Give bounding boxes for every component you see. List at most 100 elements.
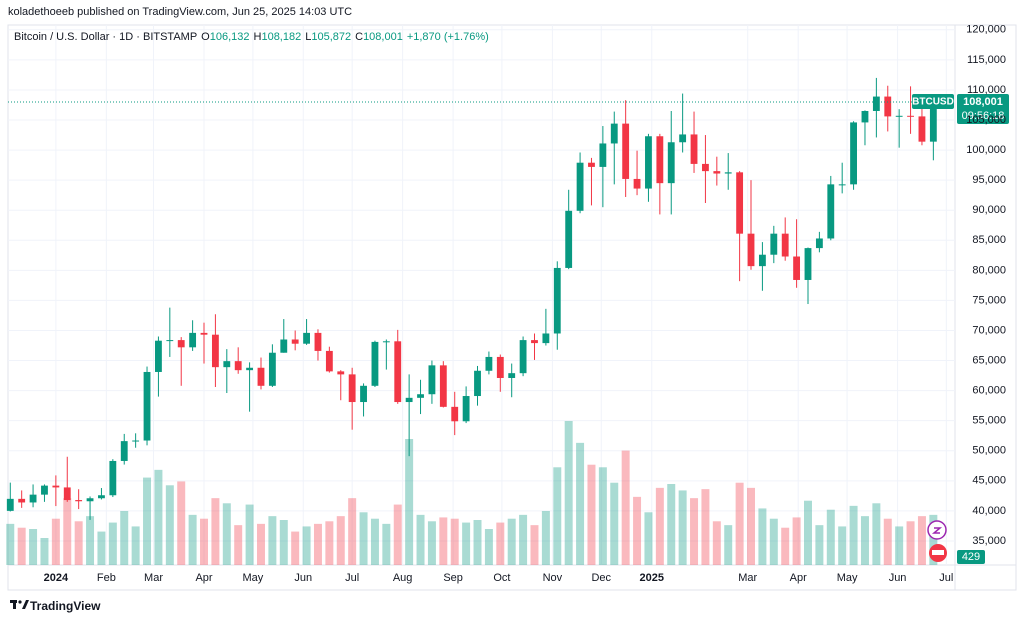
y-tick-label: 40,000 [972,505,1006,517]
volume-bar [883,518,892,565]
tv-logo [10,600,29,609]
event-icon [927,520,947,540]
candle-body [223,361,231,368]
volume-bar [279,520,288,565]
y-tick-label: 105,000 [966,114,1006,126]
volume-bar [63,498,72,565]
candle-body [508,373,516,378]
candle-body [724,172,732,174]
candle-body [382,341,390,343]
volume-bar [587,464,596,565]
candle-body [781,233,789,257]
volume-bar [6,523,15,565]
volume-bar [838,526,847,565]
candle-body [690,134,698,164]
volume-bar [74,521,83,565]
candle-body [713,171,721,174]
volume-bar [40,538,49,565]
volume-bar [564,421,573,565]
volume-bar [747,487,756,565]
volume-bar [462,522,471,565]
x-tick-label: Dec [591,572,611,584]
volume-bar [678,490,687,565]
volume-bar [177,481,186,565]
candle-body [576,162,584,211]
volume-bar [348,498,357,565]
volume-bar [644,512,653,565]
ohlc-value: 108,001 [363,31,403,43]
candle-body [793,256,801,280]
candle-body [736,172,744,234]
volume-bar [781,527,790,565]
candle-body [622,123,630,179]
candle-body [553,267,561,334]
candle-body [189,332,197,348]
volume-bar [553,467,562,565]
y-tick-label: 65,000 [972,354,1006,366]
candle-body [428,365,436,395]
volume-bar [769,518,778,565]
brand: TradingView [30,599,101,613]
candle-body [474,370,481,397]
ohlc-key: O [201,31,210,43]
volume-last-label: 429 [962,551,980,563]
volume-bar [655,487,664,565]
volume-bar [211,498,220,565]
candle-body [872,96,880,111]
candle-body [268,352,276,386]
volume-bar [701,489,710,565]
ohlc-value: 106,132 [209,31,250,43]
overlay: BTCUSD 108,001 09:56:18 429 [8,93,1009,564]
volume-bar [154,469,163,565]
ohlc-item: O106,132 [201,31,249,43]
volume-bar [576,442,585,565]
x-tick-label: Apr [790,572,807,584]
candle-body [907,115,914,117]
volume-bar [541,511,550,565]
volume-bar [712,521,721,565]
candle-body [439,365,447,407]
volume-bar [245,504,254,565]
candle-body [41,485,48,495]
y-tick-label: 55,000 [972,415,1006,427]
y-tick-label: 90,000 [972,204,1006,216]
x-tick-label: Mar [738,572,757,584]
x-tick-label: Mar [144,572,163,584]
volume-bar [758,508,767,565]
candle-body [610,123,618,144]
volume-bar [302,526,311,565]
candle-body [667,142,675,184]
symbol-badge [912,93,954,109]
volume-bar [496,522,505,565]
volume-bar [519,514,528,565]
volume-bar [416,514,425,565]
volume-bar [382,523,391,565]
volume-bar [917,516,926,565]
last-price-label: 108,001 [963,96,1003,108]
volume-bar [610,482,619,565]
volume-bar [507,518,516,565]
candle-body [645,136,652,189]
volume-bar [336,516,345,565]
x-tick-label: Feb [97,572,116,584]
volume-bar [268,516,277,565]
volume-bar [131,526,140,565]
x-tick-label: Jul [345,572,359,584]
volume-bar [393,504,402,565]
volume-bar [325,521,334,565]
volume-bar [257,523,265,565]
candle-body [895,115,903,117]
candle-body [519,340,527,374]
candle-body [770,233,778,255]
volume-bar [51,518,60,565]
candle-body [417,394,424,398]
volume-bar [860,516,869,565]
candle-body [918,116,926,142]
candle-body [758,254,766,267]
volume-bar [633,496,642,565]
candle-body [656,136,664,184]
ohlc-key: C [355,31,364,43]
candle-body [884,96,892,117]
volume-bar [120,511,129,565]
